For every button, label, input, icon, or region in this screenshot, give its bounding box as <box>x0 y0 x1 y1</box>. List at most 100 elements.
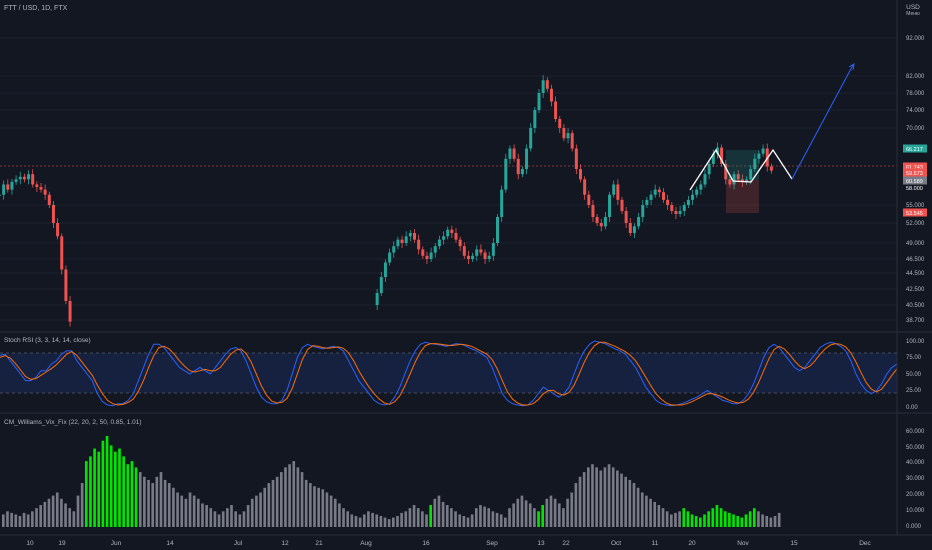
stoch-rsi-label[interactable]: Stoch RSI (3, 3, 14, 14, close) <box>4 337 91 344</box>
vix-fix-bar <box>566 498 569 527</box>
vix-fix-bar <box>114 451 117 527</box>
candle-body <box>512 148 516 159</box>
candle <box>433 243 437 258</box>
candle-body <box>529 128 533 149</box>
vix-fix-bar <box>620 473 623 527</box>
stoch-rsi-panel[interactable]: Stoch RSI (3, 3, 14, 14, close) <box>0 337 898 407</box>
candle-body <box>446 229 450 237</box>
vix-tick: 0.000 <box>906 524 922 530</box>
candle <box>570 130 574 152</box>
vix-fix-bar <box>176 492 179 527</box>
candle <box>379 272 383 296</box>
vix-fix-panel[interactable]: CM_Williams_Vix_Fix (22, 20, 2, 50, 0.85… <box>2 419 781 527</box>
candle <box>47 191 51 208</box>
candle-body <box>541 80 545 93</box>
vix-fix-bar <box>275 476 279 527</box>
time-axis[interactable]: 10 19 Jun 14 Jul 12 21 Aug 16 Sep 13 22 Oct 11 20 Nov 15… <box>26 540 871 547</box>
candle <box>525 144 529 175</box>
vix-fix-bar <box>26 514 30 527</box>
vix-fix-bar <box>574 483 578 527</box>
candle <box>508 145 512 164</box>
price-tick: 74.000 <box>906 108 925 114</box>
vix-fix-bar <box>379 516 383 527</box>
vix-fix-bar <box>271 479 275 527</box>
vix-fix-bar <box>578 476 582 527</box>
candle <box>591 200 595 222</box>
price-axis[interactable]: USD Меню 92.000 82.000 78.000 74.000 70.000 5… <box>903 4 927 530</box>
vix-fix-bar <box>151 483 155 527</box>
vix-fix-bar <box>47 498 51 527</box>
vix-fix-bar <box>752 508 756 527</box>
candle <box>429 247 433 262</box>
candle <box>541 75 545 98</box>
candle <box>558 116 562 133</box>
candle <box>2 180 6 200</box>
long-position-stop-zone[interactable] <box>726 180 759 213</box>
vix-fix-bar <box>557 503 561 527</box>
candle-body <box>39 187 43 190</box>
vix-fix-bar <box>479 505 482 527</box>
candle-body <box>545 80 549 89</box>
vix-fix-label[interactable]: CM_Williams_Vix_Fix (22, 20, 2, 50, 0.85… <box>4 419 142 426</box>
vix-fix-bar <box>582 472 586 527</box>
vix-fix-bar <box>80 483 84 527</box>
long-position-target-zone[interactable] <box>726 150 759 180</box>
candle-body <box>645 199 649 205</box>
vix-fix-bar <box>130 461 134 527</box>
candle <box>703 169 707 188</box>
candle-body <box>628 223 632 233</box>
candle <box>566 128 570 144</box>
vix-fix-bar <box>354 516 358 527</box>
vix-tick: 30.000 <box>906 476 925 482</box>
candle <box>413 229 416 243</box>
vix-fix-bar <box>230 505 233 527</box>
candle-body <box>583 179 587 195</box>
candle <box>375 289 379 310</box>
vix-fix-bar <box>740 517 744 527</box>
price-tick: 42.500 <box>906 287 925 293</box>
symbol-title[interactable]: FTT / USD, 1D, FTX <box>4 5 68 12</box>
vix-fix-bar <box>400 512 403 527</box>
vix-fix-bar <box>64 503 67 527</box>
vix-fix-bar <box>184 498 188 527</box>
vix-fix-bar <box>541 505 545 527</box>
candle <box>487 251 491 262</box>
vix-fix-bar <box>159 472 163 527</box>
price-panel[interactable]: FTT / USD, 1D, FTX <box>0 5 897 327</box>
vix-fix-bar <box>491 511 495 527</box>
vix-fix-bar <box>383 517 387 527</box>
vix-fix-bar <box>392 517 395 527</box>
vix-fix-bar <box>55 492 59 527</box>
candle-body <box>761 148 765 154</box>
vix-fix-bar <box>18 516 22 527</box>
vix-fix-bar <box>242 511 246 527</box>
candle-body <box>462 246 466 256</box>
candle-body <box>51 205 55 223</box>
candle <box>745 176 748 185</box>
vix-fix-bar <box>234 511 237 527</box>
candle-body <box>483 252 487 259</box>
vix-fix-bar <box>172 487 175 527</box>
price-badge-bg <box>903 168 927 177</box>
vix-fix-bar <box>545 498 549 527</box>
vix-fix-bar <box>109 445 113 527</box>
vix-fix-bar <box>445 505 449 527</box>
candle-body <box>549 88 553 102</box>
vix-fix-bar <box>221 511 225 527</box>
vix-fix-bar <box>645 495 648 527</box>
projection-line[interactable] <box>791 64 854 180</box>
stoch-tick: 25.00 <box>906 388 922 394</box>
candle-body <box>487 255 491 259</box>
stoch-tick: 0.00 <box>906 405 918 411</box>
candle-body <box>404 236 408 243</box>
vix-fix-bar <box>362 514 366 527</box>
vix-fix-bar <box>209 508 213 527</box>
vix-fix-bar <box>533 508 536 527</box>
double-top-pattern[interactable] <box>689 148 793 191</box>
vix-fix-bar <box>284 467 287 527</box>
candle <box>678 206 682 217</box>
candle-body <box>566 133 570 139</box>
candle <box>404 231 408 246</box>
candle-body <box>14 179 18 182</box>
time-tick: 21 <box>315 540 323 547</box>
